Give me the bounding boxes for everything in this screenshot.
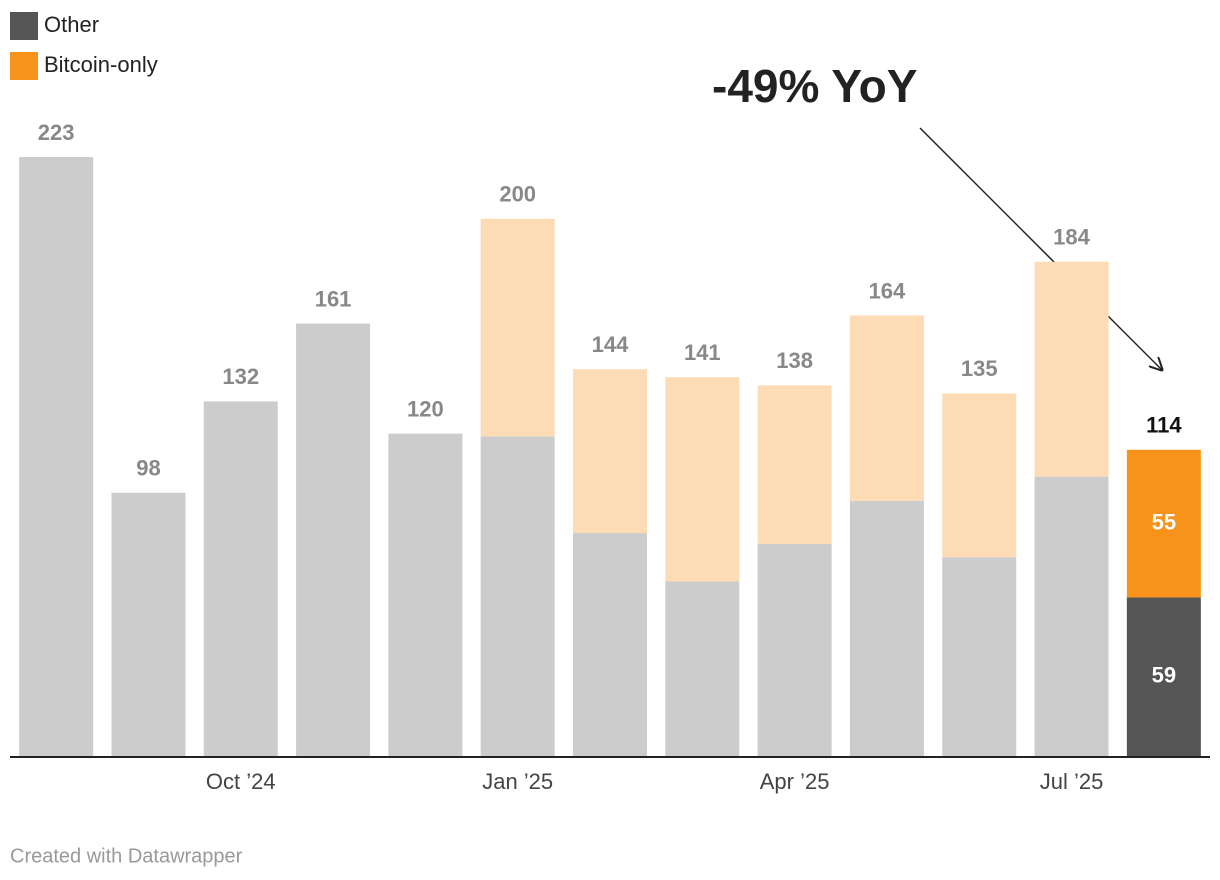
bar-segment (942, 557, 1017, 756)
segment-label: 55 (1152, 509, 1176, 534)
annotation: -49% YoY (712, 60, 917, 112)
x-tick-label: Jan ’25 (482, 769, 553, 794)
x-tick-label: Oct ’24 (206, 769, 276, 794)
bar-segment (573, 369, 647, 534)
bar-segment (665, 377, 740, 582)
bar-segment (388, 433, 463, 756)
bar-segment (942, 393, 1017, 558)
bar-segment (1034, 261, 1109, 477)
total-label: 184 (1053, 225, 1090, 250)
bar-segment (1126, 449, 1201, 598)
total-label: 223 (38, 120, 75, 145)
segment-label: 59 (1152, 663, 1176, 688)
total-label: 120 (407, 396, 444, 421)
bar-segment (1126, 597, 1201, 756)
total-label: 141 (684, 340, 721, 365)
bar-segment (1034, 476, 1109, 756)
legend-swatch (10, 12, 38, 40)
bar-segment (203, 401, 278, 756)
bar-segment (296, 323, 371, 756)
bar-segment (849, 500, 924, 756)
legend-label: Other (44, 12, 99, 37)
total-label: 132 (222, 364, 259, 389)
bar-segment (757, 543, 832, 756)
x-tick-label: Apr ’25 (760, 769, 830, 794)
bar-segment (480, 218, 555, 437)
bar-segment (757, 385, 832, 544)
legend-label: Bitcoin-only (44, 52, 158, 77)
total-label: 135 (961, 356, 998, 381)
bar-segment (573, 533, 647, 756)
bar-segment (480, 436, 555, 756)
bar-segment (19, 157, 94, 756)
total-label: 164 (869, 278, 906, 303)
bar-segment (665, 581, 740, 756)
x-tick-label: Jul ’25 (1040, 769, 1104, 794)
bar-segment (111, 492, 186, 756)
total-label: 161 (315, 286, 352, 311)
total-label: 144 (592, 332, 629, 357)
total-label: 114 (1146, 413, 1182, 438)
source: Created with Datawrapper (10, 845, 243, 867)
annotation-arrow (919, 127, 1162, 370)
bar-segment (849, 315, 924, 501)
total-label: 98 (136, 456, 160, 481)
legend-swatch (10, 52, 38, 80)
total-label: 200 (499, 182, 536, 207)
total-label: 138 (776, 348, 813, 373)
